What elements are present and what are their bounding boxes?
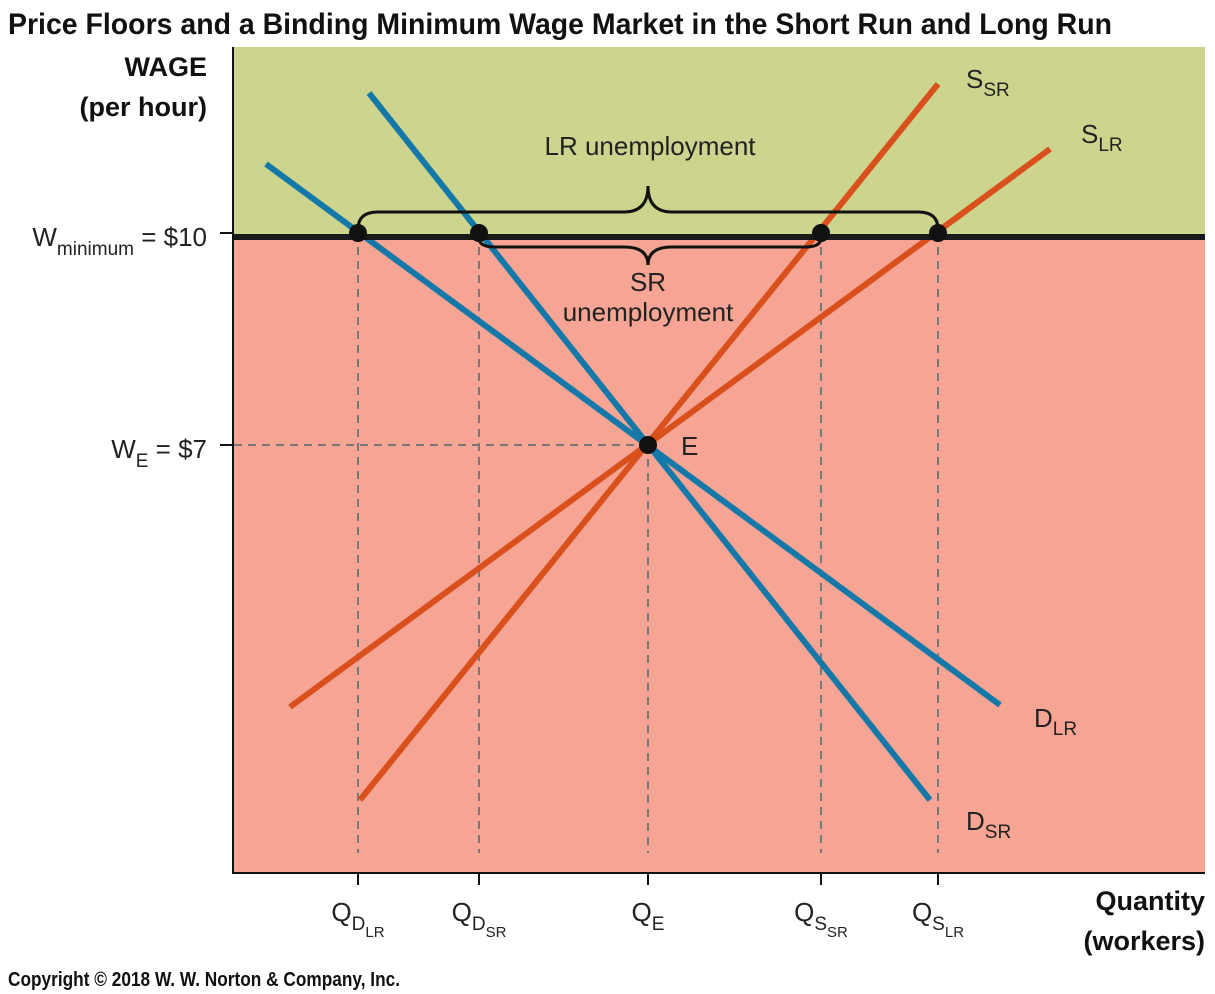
- series-labels: SSR SLR DLR DSR: [966, 64, 1123, 843]
- intersection-point-qdsr: [470, 224, 488, 242]
- guide-lines: [234, 233, 939, 853]
- chart-title: Price Floors and a Binding Minimum Wage …: [8, 8, 1112, 41]
- equilibrium-label: E: [681, 431, 698, 461]
- sr-unemployment-label-line1: SR: [630, 267, 666, 297]
- curve-dlr: [264, 161, 1002, 708]
- intersection-point-qslr: [929, 224, 947, 242]
- y-axis-label-line1: WAGE: [124, 52, 207, 82]
- y-tick-label-10: Wminimum = $10: [32, 222, 207, 260]
- intersection-point-qdlr: [349, 224, 367, 242]
- curve-slr: [288, 146, 1052, 710]
- intersection-points: [349, 224, 947, 454]
- y-tick-label-7: WE = $7: [111, 434, 207, 472]
- x-tick-labels: QDLR QDSR QE QSSR QSLR: [331, 873, 964, 941]
- copyright-notice: Copyright © 2018 W. W. Norton & Company,…: [8, 969, 400, 991]
- x-tick-label-qe: QE: [632, 897, 665, 935]
- x-tick-label-qdlr: QDLR: [331, 897, 384, 941]
- lr-unemployment-label: LR unemployment: [545, 131, 757, 161]
- series-label-slr: SLR: [1081, 119, 1123, 156]
- series-label-dsr: DSR: [966, 806, 1011, 843]
- lr-unemployment-brace: [356, 185, 940, 230]
- series-label-dlr: DLR: [1034, 703, 1077, 740]
- upper-region: [233, 47, 1205, 237]
- sr-unemployment-brace: [477, 237, 823, 266]
- x-tick-label-qslr: QSLR: [912, 897, 964, 941]
- y-axis-label-line2: (per hour): [80, 92, 208, 122]
- lower-region: [233, 237, 1205, 873]
- y-tick-labels: Wminimum = $10 WE = $7: [32, 222, 233, 472]
- intersection-point-qssr: [812, 224, 830, 242]
- equilibrium-point: [639, 436, 657, 454]
- unemployment-braces: [356, 185, 940, 266]
- sr-unemployment-label-line2: unemployment: [563, 297, 734, 327]
- x-tick-label-qssr: QSSR: [794, 897, 848, 941]
- x-axis-label-line1: Quantity: [1095, 886, 1205, 916]
- series-label-ssr: SSR: [966, 64, 1010, 101]
- x-tick-label-qdsr: QDSR: [452, 897, 507, 941]
- x-axis-label-line2: (workers): [1083, 926, 1205, 956]
